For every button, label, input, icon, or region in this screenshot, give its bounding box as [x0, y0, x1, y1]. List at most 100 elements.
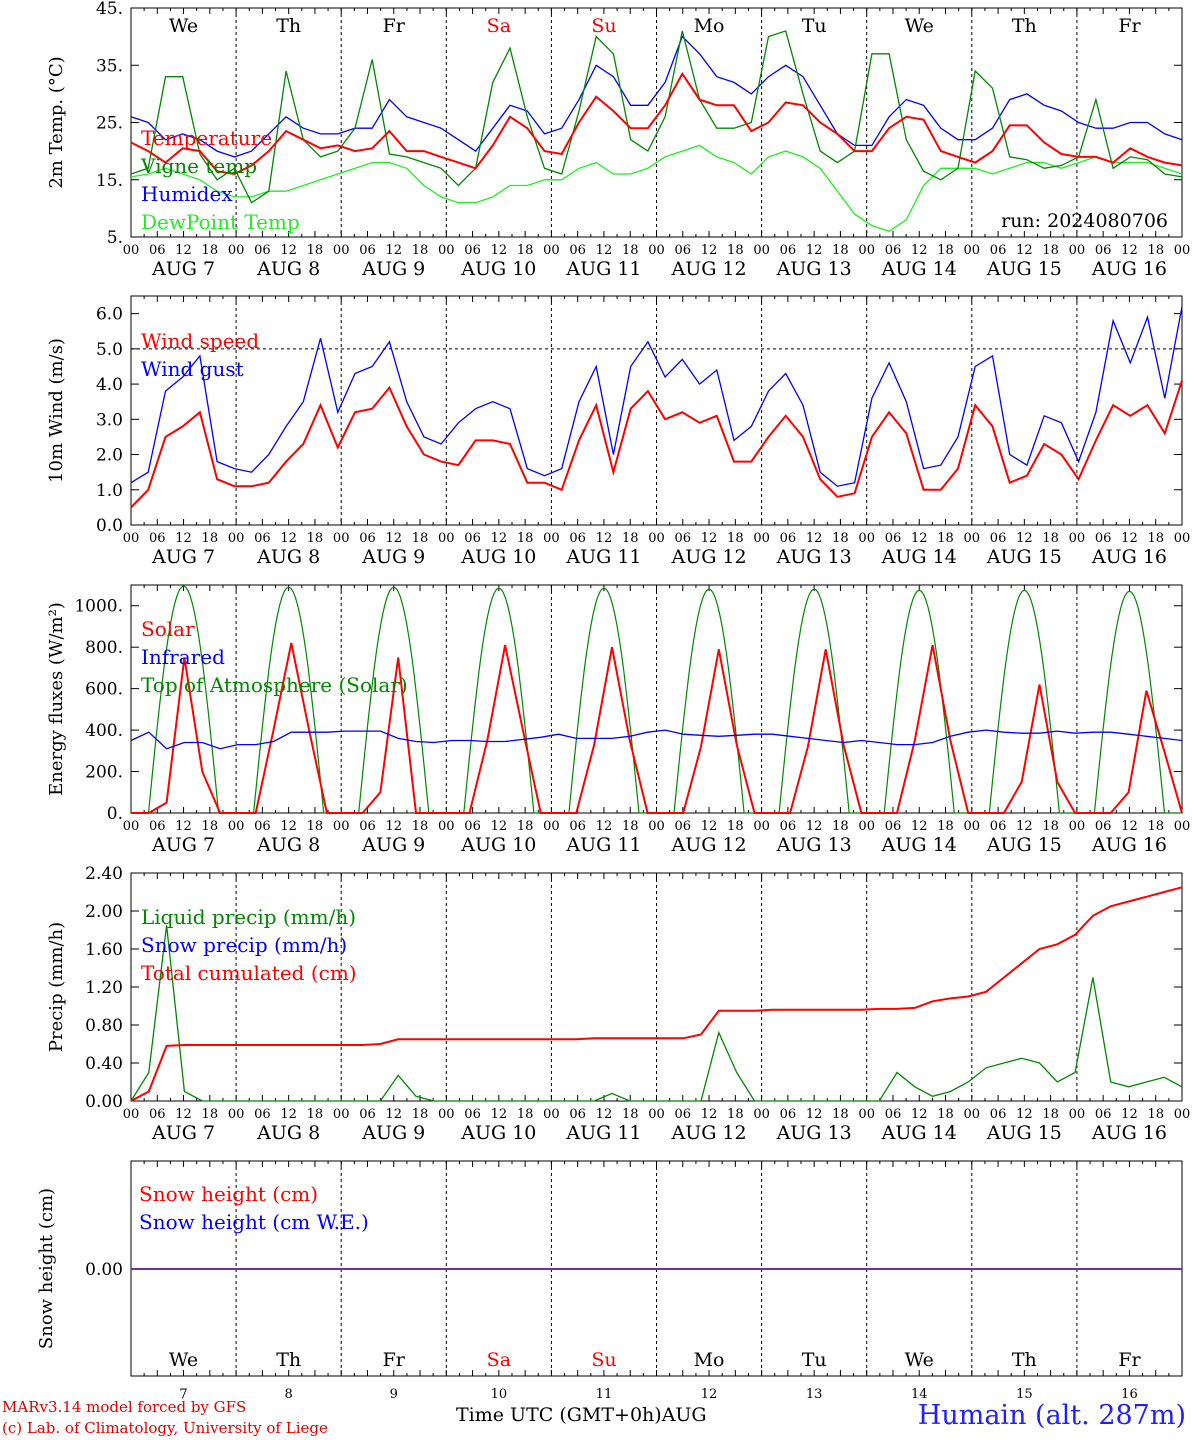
weekday-label: Sa: [487, 1349, 511, 1371]
date-label: AUG 15: [986, 546, 1062, 568]
date-label: AUG 16: [1091, 834, 1167, 856]
y-tick-label: 25.: [96, 114, 123, 134]
infrared-series: [130, 729, 1183, 750]
hour-label: 06: [359, 243, 376, 258]
legend-solar: Solar: [141, 617, 195, 641]
weekday-label: Th: [1012, 1349, 1037, 1371]
hour-label: 00: [438, 1107, 455, 1122]
y-tick-label: 4.0: [96, 375, 123, 395]
hour-label: 00: [228, 1107, 245, 1122]
hour-label: 18: [1042, 531, 1059, 546]
hour-label: 06: [464, 1107, 481, 1122]
date-number: 7: [179, 1387, 187, 1402]
hour-label: 18: [937, 1107, 954, 1122]
hour-label: 00: [648, 531, 665, 546]
hour-label: 06: [675, 819, 692, 834]
y-axis-title: 2m Temp. (°C): [46, 56, 67, 188]
hour-label: 06: [780, 243, 797, 258]
hour-label: 12: [806, 1107, 823, 1122]
hour-label: 00: [228, 243, 245, 258]
hour-label: 00: [753, 243, 770, 258]
date-label: AUG 9: [361, 834, 425, 856]
date-label: AUG 7: [151, 1122, 215, 1144]
weekday-label: Th: [276, 1349, 301, 1371]
hour-label: 18: [202, 243, 219, 258]
time-axis-title: Time UTC (GMT+0h)AUG: [456, 1404, 707, 1426]
date-label: AUG 14: [881, 1122, 957, 1144]
legend-dewpoint-temp: DewPoint Temp: [141, 210, 300, 234]
hour-label: 18: [1042, 243, 1059, 258]
date-number: 9: [390, 1387, 398, 1402]
date-label: AUG 10: [460, 834, 536, 856]
hour-label: 12: [1016, 243, 1033, 258]
hour-label: 18: [832, 819, 849, 834]
y-tick-label: 5.0: [96, 340, 123, 360]
hour-label: 06: [359, 531, 376, 546]
weekday-label: Th: [1012, 15, 1037, 37]
hour-label: 18: [202, 1107, 219, 1122]
hour-label: 12: [491, 243, 508, 258]
date-label: AUG 11: [565, 834, 641, 856]
hour-label: 12: [596, 531, 613, 546]
weekday-label: Th: [276, 15, 301, 37]
station-name: Humain (alt. 287m): [917, 1400, 1186, 1431]
hour-label: 00: [964, 819, 981, 834]
hour-label: 00: [1069, 819, 1086, 834]
hour-label: 06: [885, 1107, 902, 1122]
hour-label: 18: [517, 819, 534, 834]
hour-label: 12: [280, 819, 297, 834]
hour-label: 00: [648, 243, 665, 258]
hour-label: 00: [228, 819, 245, 834]
date-label: AUG 14: [881, 834, 957, 856]
y-tick-label: 400.: [85, 721, 123, 741]
y-tick-label: 0.: [107, 804, 123, 824]
temp-series-humidex: [130, 35, 1183, 158]
hour-label: 18: [937, 819, 954, 834]
date-label: AUG 7: [151, 834, 215, 856]
hour-label: 00: [648, 1107, 665, 1122]
hour-label: 12: [175, 1107, 192, 1122]
y-tick-label: 15.: [96, 171, 123, 191]
hour-label: 06: [990, 1107, 1007, 1122]
hour-label: 12: [280, 1107, 297, 1122]
date-label: AUG 8: [256, 1122, 320, 1144]
y-tick-label: 2.00: [85, 902, 123, 922]
hour-label: 12: [491, 819, 508, 834]
hour-label: 18: [202, 531, 219, 546]
hour-label: 12: [385, 243, 402, 258]
date-label: AUG 14: [881, 546, 957, 568]
date-label: AUG 12: [670, 546, 746, 568]
hour-label: 00: [1174, 531, 1191, 546]
hour-label: 00: [858, 819, 875, 834]
weekday-label: Fr: [1118, 15, 1141, 37]
temp-series-temperature: [130, 71, 1183, 176]
date-label: AUG 12: [670, 1122, 746, 1144]
hour-label: 06: [1095, 1107, 1112, 1122]
hour-label: 12: [1121, 819, 1138, 834]
temp-series-vigne-temp: [130, 30, 1183, 204]
y-tick-label: 6.0: [96, 305, 123, 325]
hour-label: 06: [990, 531, 1007, 546]
hour-label: 12: [385, 1107, 402, 1122]
hour-label: 00: [1069, 1107, 1086, 1122]
weekday-label: Fr: [383, 15, 406, 37]
date-label: AUG 13: [776, 1122, 852, 1144]
hour-label: 18: [727, 1107, 744, 1122]
hour-label: 12: [701, 819, 718, 834]
hour-label: 06: [569, 1107, 586, 1122]
hour-label: 00: [543, 531, 560, 546]
hour-label: 00: [333, 531, 350, 546]
hour-label: 18: [622, 243, 639, 258]
y-axis-title: 10m Wind (m/s): [46, 338, 67, 483]
time-axis-month: AUG: [661, 1404, 707, 1426]
hour-label: 18: [727, 243, 744, 258]
date-label: AUG 15: [986, 834, 1062, 856]
hour-label: 06: [569, 819, 586, 834]
total-cumulated-series: [130, 886, 1183, 1102]
weekday-label: Su: [591, 1349, 616, 1371]
hour-label: 12: [491, 531, 508, 546]
hour-label: 18: [517, 531, 534, 546]
weekday-label: Tu: [802, 15, 827, 37]
hour-label: 12: [1121, 243, 1138, 258]
